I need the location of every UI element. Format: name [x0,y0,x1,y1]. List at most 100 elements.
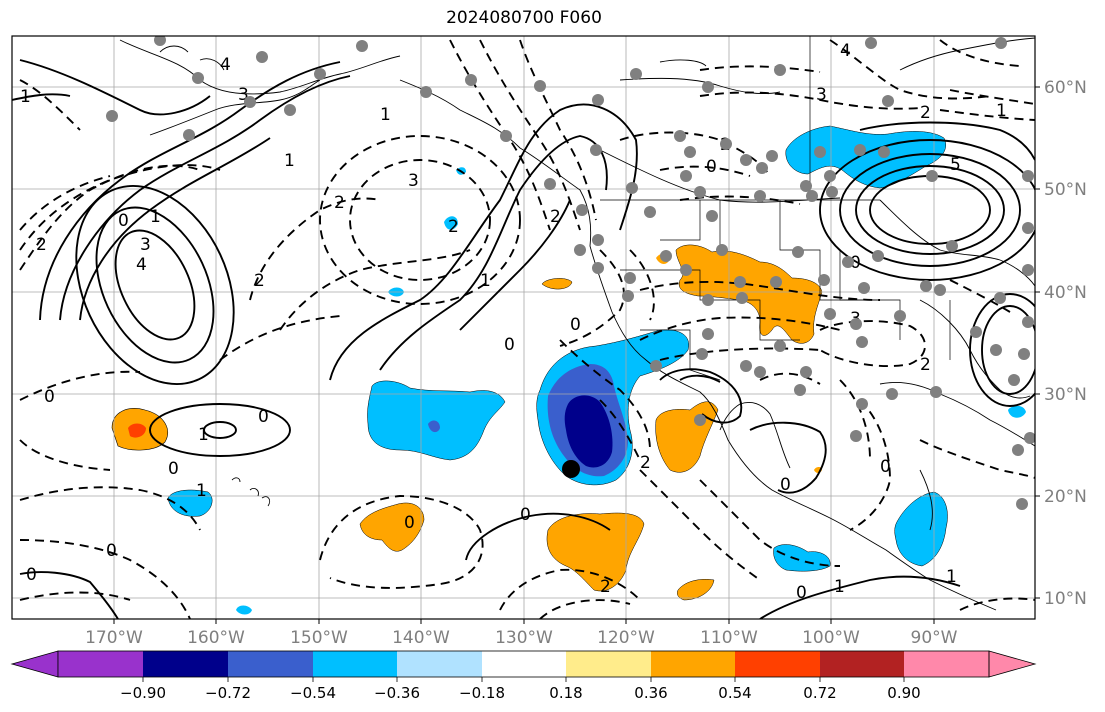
lon-label: 130°W [495,628,553,648]
contour-label: 1 [20,87,31,107]
contour-value-labels: 4 3 1 2 0 4 3 1 2 1 2 3 2 1 0 2 1 0 3 2 … [20,41,1007,603]
contour-label: 4 [220,55,231,75]
lon-label: 170°W [85,628,143,648]
contour-label: 1 [380,105,391,125]
colorbar-segment [820,651,904,677]
lat-label: 20°N [1044,487,1087,507]
shade-red-hawaii [128,423,146,438]
contour-label: 2 [36,235,47,255]
center-marker [562,460,580,478]
contour-label: 0 [404,513,415,533]
colorbar-extend-high [988,650,1037,678]
contour-label: 0 [780,475,791,495]
lon-label: 90°W [911,628,958,648]
contour-label: 0 [118,211,129,231]
contour-label: 3 [816,85,827,105]
contour-label: 2 [920,103,931,123]
longitude-labels: 170°W 160°W 150°W 140°W 130°W 120°W 110°… [85,628,958,648]
colorbar-tick-label: 0.54 [718,684,751,702]
shade-blue-npac-2 [428,420,440,433]
contour-lines [12,59,1035,619]
lon-label: 140°W [392,628,450,648]
contour-label: 1 [150,207,161,227]
colorbar-segment [228,651,313,677]
lat-label: 30°N [1044,385,1087,405]
colorbar-tick-label: 0.36 [634,684,667,702]
colorbar-segment [566,651,651,677]
shade-orange-sub-1 [359,502,425,552]
colorbar-tick-label: 0.72 [803,684,836,702]
station-dots [106,36,1035,510]
colorbar-segment [482,651,566,677]
shade-blue-npac-4 [444,216,458,230]
contour-label: 1 [480,271,491,291]
contour-label: 0 [570,315,581,335]
contour-label: 0 [44,387,55,407]
contour-label: 4 [840,41,851,61]
lon-label: 110°W [700,628,758,648]
contour-lines-dashed [19,39,1035,619]
shade-blue-npac-1 [367,380,506,461]
shade-blue-south-hawaii [167,489,213,517]
contour-label: 4 [136,255,147,275]
shade-blue-baja-core [564,395,613,468]
contour-label: 0 [880,457,891,477]
contour-label: 0 [26,565,37,585]
colorbar-segment [651,651,735,677]
contour-label: 2 [640,453,651,473]
colorbar-extend-low [10,650,59,678]
contour-label: 1 [834,577,845,597]
colorbar-tick-label: −0.72 [205,684,251,702]
colorbar-segment [313,651,397,677]
contour-label: 3 [140,235,151,255]
contour-label: 5 [950,155,961,175]
colorbar-tick-label: −0.54 [290,684,336,702]
contour-label: 0 [504,335,515,355]
contour-label: 1 [196,481,207,501]
coastlines [119,37,1035,611]
colorbar: −0.90 −0.72 −0.54 −0.36 −0.18 0.18 0.36 … [10,650,1037,702]
colorbar-tick-label: −0.18 [459,684,505,702]
colorbar-segment [58,651,143,677]
contour-label: 1 [996,101,1007,121]
shade-blue-small-1 [236,605,252,615]
contour-label: 1 [284,151,295,171]
lat-label: 60°N [1044,78,1087,98]
contour-label: 2 [448,217,459,237]
lon-label: 100°W [802,628,860,648]
colorbar-tick-label: −0.90 [120,684,166,702]
map-title: 2024080700 F060 [446,8,602,28]
colorbar-tick-label: 0.90 [887,684,920,702]
shade-blue-sub-4 [773,544,831,572]
colorbar-tick-label: 0.18 [549,684,582,702]
contour-label: 3 [238,85,249,105]
lat-label: 40°N [1044,283,1087,303]
colorbar-segment [143,651,228,677]
contour-label: 0 [168,459,179,479]
contour-label: 2 [600,577,611,597]
contour-label: 0 [258,407,269,427]
shade-orange-sub-3 [677,579,715,601]
contour-label: 0 [706,157,717,177]
shade-blue-gulf-small [1008,405,1026,418]
colorbar-tick-label: −0.36 [374,684,420,702]
lat-label: 50°N [1044,180,1087,200]
contour-label: 0 [106,541,117,561]
contour-label: 3 [408,171,419,191]
lon-label: 120°W [597,628,655,648]
lon-label: 160°W [187,628,245,648]
contour-label: 1 [198,425,209,445]
contour-label: 2 [254,271,265,291]
map-area [12,36,1035,619]
colorbar-segment [397,651,482,677]
colorbar-segment [904,651,989,677]
contour-label: 0 [850,253,861,273]
latitude-labels: 60°N 50°N 40°N 30°N 20°N 10°N [1044,78,1087,609]
shade-orange-socal [541,278,573,290]
contour-label: 0 [796,583,807,603]
axis-ticks [113,86,1040,624]
contour-label: 0 [520,505,531,525]
contour-label: 2 [550,207,561,227]
colorbar-segment [735,651,820,677]
